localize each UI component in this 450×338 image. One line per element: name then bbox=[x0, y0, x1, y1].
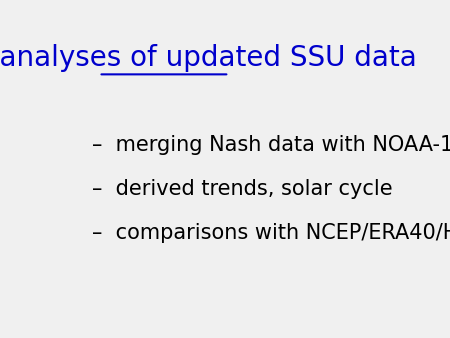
Text: –  derived trends, solar cycle: – derived trends, solar cycle bbox=[92, 179, 392, 199]
Text: Some analyses of updated SSU data: Some analyses of updated SSU data bbox=[0, 44, 416, 72]
Text: –  merging Nash data with NOAA-11 and NOAA-14: – merging Nash data with NOAA-11 and NOA… bbox=[92, 135, 450, 155]
Text: –  comparisons with NCEP/ERA40/HALOE data: – comparisons with NCEP/ERA40/HALOE data bbox=[92, 223, 450, 243]
